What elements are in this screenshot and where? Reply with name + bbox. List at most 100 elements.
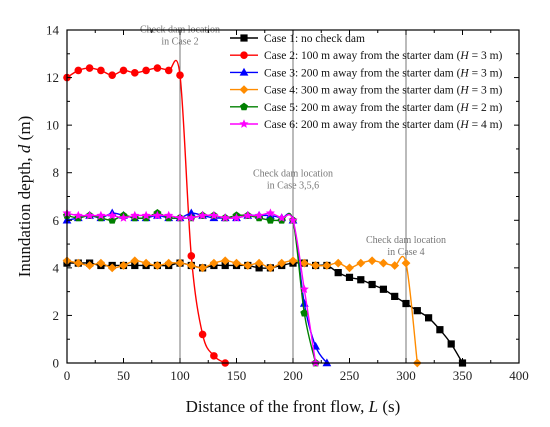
x-axis-title-var: L: [368, 397, 378, 416]
legend-label-suffix: = 3 m): [469, 67, 503, 79]
series-case-2: [63, 59, 229, 367]
x-axis-title-unit: (s): [378, 397, 400, 416]
data-point: [436, 326, 444, 334]
data-point: [107, 210, 117, 220]
series-line-case-6: [66, 212, 317, 364]
x-tick-label: 0: [64, 368, 71, 383]
data-point: [209, 258, 219, 268]
data-point: [130, 256, 140, 266]
data-point: [153, 261, 162, 270]
legend-marker: [240, 34, 248, 42]
legend-label-text: Case 5: 200 m away from the starter dam …: [264, 102, 461, 114]
legend-label-suffix: = 3 m): [469, 50, 503, 62]
data-point: [255, 264, 263, 272]
data-point: [390, 261, 400, 270]
data-point: [254, 258, 264, 268]
y-tick-label: 2: [53, 308, 60, 323]
data-point: [96, 210, 106, 220]
y-tick-label: 6: [53, 213, 60, 228]
data-point: [425, 314, 433, 322]
series-case-4: [62, 255, 422, 368]
data-point: [152, 210, 162, 220]
data-point: [142, 66, 150, 75]
data-point: [85, 261, 94, 270]
y-tick-label: 8: [53, 165, 60, 180]
data-point: [345, 273, 354, 281]
data-point: [311, 261, 320, 270]
data-point: [379, 285, 387, 293]
annotation-line: Check dam location: [366, 235, 446, 246]
data-point: [107, 263, 117, 273]
annotation-line: in Case 2: [161, 36, 198, 47]
legend: Case 1: no check dam Case 2: 100 m away f…: [230, 33, 503, 131]
data-point: [73, 210, 83, 220]
legend-label-var: H: [459, 50, 469, 62]
legend-marker: [239, 119, 249, 128]
data-point: [220, 256, 230, 266]
data-point: [232, 258, 241, 268]
data-point: [198, 263, 207, 273]
data-point: [368, 280, 376, 289]
data-point: [186, 208, 196, 217]
data-point: [153, 64, 162, 72]
data-point: [379, 258, 388, 268]
data-point: [367, 256, 377, 266]
data-point: [187, 252, 196, 260]
data-point: [85, 64, 94, 72]
data-point: [299, 258, 309, 268]
series-case-3: [62, 208, 332, 367]
check-dam-annotation: Check dam location in Case 2: [140, 24, 220, 47]
data-point: [130, 210, 140, 220]
series-line-case-1: [66, 262, 464, 364]
data-point: [209, 210, 219, 220]
data-point: [210, 352, 218, 360]
series-case-5: [63, 208, 320, 367]
x-tick-label: 300: [396, 368, 416, 383]
data-point: [141, 258, 151, 268]
legend-label-var: H: [459, 119, 469, 131]
x-tick-label: 350: [453, 368, 473, 383]
data-point: [266, 216, 275, 224]
data-point: [322, 261, 332, 270]
check-dam-annotation: Check dam location in Case 4: [366, 235, 446, 258]
data-point: [198, 330, 207, 339]
data-point: [356, 258, 366, 268]
data-point: [141, 210, 151, 220]
data-point: [277, 213, 287, 222]
data-point: [175, 213, 185, 222]
legend-item-case-2: Case 2: 100 m away from the starter dam …: [230, 50, 503, 62]
data-point: [118, 213, 129, 222]
y-axis-title-unit: (m): [15, 116, 34, 145]
legend-item-case-6: Case 6: 200 m away from the starter dam …: [230, 119, 503, 131]
y-axis-title-var: d: [15, 144, 34, 153]
y-tick-label: 0: [53, 356, 60, 371]
data-point: [85, 210, 95, 220]
legend-item-case-1: Case 1: no check dam: [230, 33, 365, 45]
legend-label: Case 3: 200 m away from the starter dam …: [264, 67, 503, 79]
data-point: [131, 261, 139, 270]
data-point: [322, 358, 332, 367]
data-point: [288, 215, 298, 225]
x-tick-label: 50: [117, 368, 130, 383]
annotation-line: in Case 3,5,6: [267, 180, 319, 191]
y-tick-label: 10: [46, 118, 59, 133]
legend-label-suffix: = 4 m): [469, 119, 503, 131]
y-tick-label: 14: [46, 23, 60, 38]
data-point: [401, 258, 411, 268]
data-point: [119, 66, 128, 75]
legend-label: Case 4: 300 m away from the starter dam …: [264, 85, 503, 97]
legend-marker: [239, 85, 249, 94]
data-point: [119, 261, 128, 270]
legend-label-text: Case 4: 300 m away from the starter dam …: [264, 85, 461, 97]
data-point: [265, 208, 275, 218]
data-point: [96, 258, 106, 268]
data-point: [97, 66, 105, 75]
data-point: [164, 210, 174, 220]
legend-label-text: Case 2: 100 m away from the starter dam …: [264, 50, 461, 62]
x-tick-label: 150: [227, 368, 247, 383]
legend-item-case-5: Case 5: 200 m away from the starter dam …: [230, 102, 503, 114]
series-line-case-3: [66, 212, 328, 364]
x-tick-label: 250: [340, 368, 360, 383]
legend-label-var: H: [459, 67, 469, 79]
data-point: [413, 307, 421, 315]
